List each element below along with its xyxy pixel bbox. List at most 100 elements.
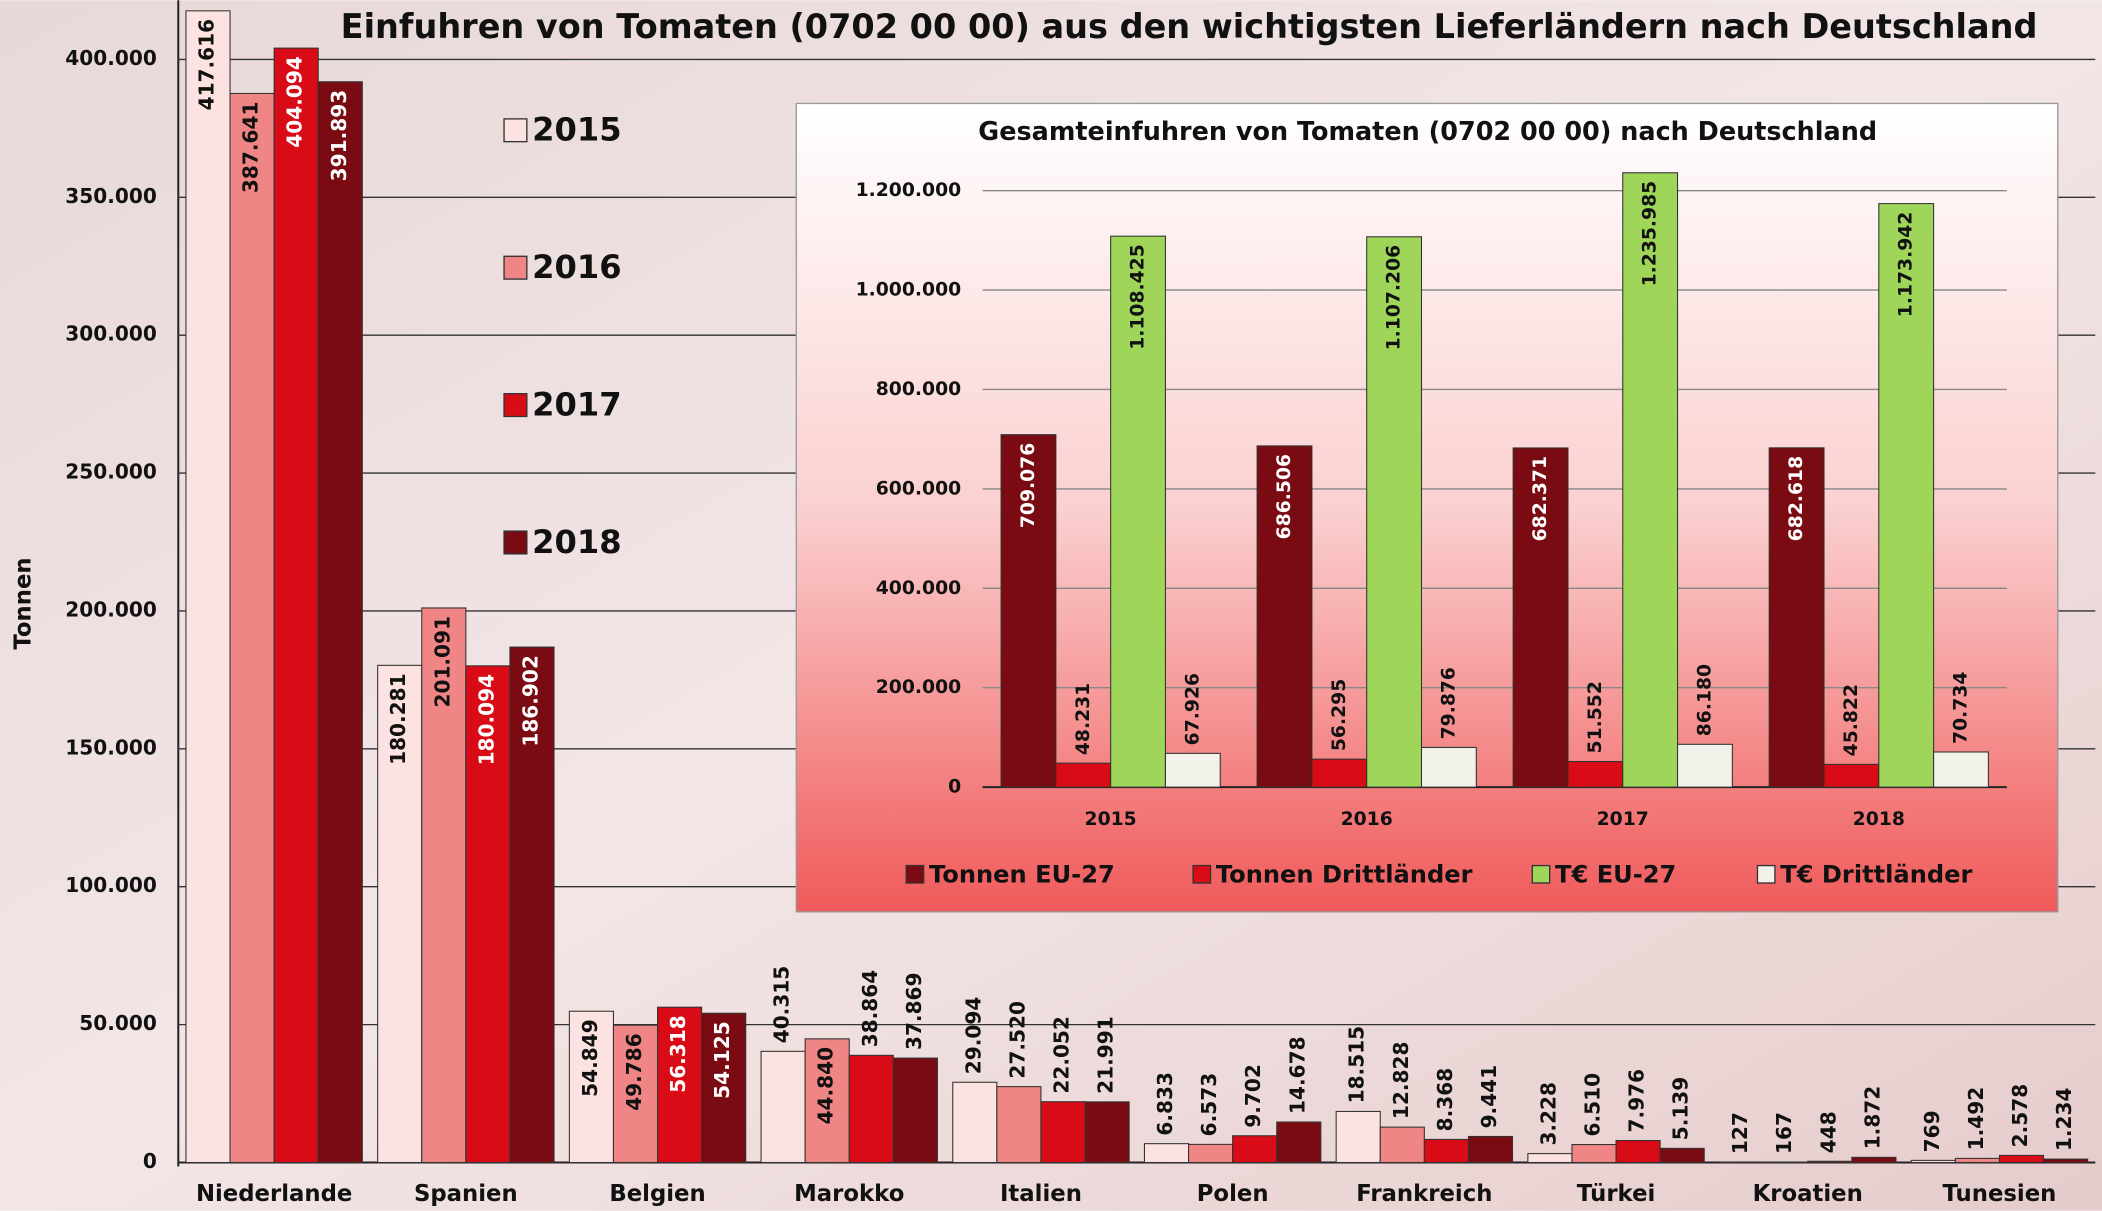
- data-label: 79.876: [1438, 667, 1459, 739]
- data-label: 6.573: [1197, 1073, 1221, 1137]
- inset-panel: [795, 102, 2059, 913]
- x-tick-label: Frankreich: [1356, 1181, 1492, 1207]
- y-tick-label: 400.000: [876, 578, 961, 599]
- data-label: 682.618: [1786, 456, 1807, 541]
- data-label: 6.833: [1153, 1072, 1177, 1136]
- y-tick-label: 50.000: [79, 1011, 157, 1035]
- bar: [1040, 1101, 1086, 1164]
- x-tick-label: Niederlande: [196, 1181, 352, 1207]
- bar: [760, 1050, 806, 1164]
- bar: [1615, 1139, 1661, 1164]
- bar: [568, 1010, 614, 1164]
- data-label: 9.441: [1477, 1065, 1501, 1129]
- inset-title: Gesamteinfuhren von Tomaten (0702 00 00)…: [978, 117, 1877, 147]
- bar: [1379, 1126, 1425, 1164]
- bar: [1823, 763, 1880, 788]
- x-tick-label: Türkei: [1577, 1181, 1656, 1207]
- bar: [701, 1012, 747, 1164]
- bar: [1232, 1135, 1278, 1164]
- x-tick-label: 2018: [1853, 809, 1905, 830]
- bar: [1110, 235, 1166, 788]
- bar: [1188, 1143, 1234, 1164]
- bar: [1420, 746, 1477, 788]
- bar: [1768, 447, 1825, 788]
- data-label: 48.231: [1073, 683, 1094, 755]
- bar: [1512, 447, 1569, 788]
- main-chart: 0 50.000 100.000 150.000 200.000 250.000 300.0…: [65, 10, 2096, 1207]
- data-label: 127: [1728, 1112, 1752, 1154]
- bar: [996, 1086, 1042, 1164]
- bar: [1622, 172, 1679, 788]
- data-label: 1.492: [1964, 1087, 1988, 1151]
- legend-label: T€ EU-27: [1555, 861, 1676, 889]
- bar: [892, 1057, 938, 1164]
- legend-swatch: [1192, 864, 1212, 884]
- legend-swatch: [1531, 864, 1551, 884]
- y-tick-label: 0: [143, 1149, 157, 1173]
- data-label: 54.125: [710, 1021, 734, 1099]
- bar: [1998, 1154, 2045, 1164]
- bar: [848, 1054, 894, 1164]
- bar: [317, 81, 363, 1164]
- bar: [1910, 1159, 1956, 1164]
- data-label: 1.107.206: [1384, 245, 1405, 351]
- data-label: 387.641: [239, 102, 263, 194]
- bar: [1084, 1101, 1130, 1164]
- data-label: 9.702: [1241, 1064, 1265, 1128]
- data-label: 1.234: [2052, 1087, 2076, 1151]
- data-label: 29.094: [961, 997, 985, 1075]
- bar: [1164, 752, 1221, 788]
- data-label: 27.520: [1005, 1001, 1029, 1079]
- x-tick-label: 2016: [1341, 809, 1393, 830]
- data-label: 49.786: [622, 1033, 646, 1111]
- bar: [1467, 1135, 1514, 1164]
- bar: [1933, 751, 1989, 788]
- data-label: 709.076: [1018, 443, 1039, 528]
- data-label: 186.902: [518, 655, 542, 747]
- bar: [612, 1024, 659, 1164]
- data-label: 3.228: [1536, 1082, 1560, 1146]
- inset-chart: 0 200.000 400.000 600.000 800.000 1.000.000 1.…: [856, 172, 2007, 889]
- x-tick-label: Italien: [1000, 1181, 1082, 1207]
- bar: [657, 1006, 703, 1164]
- y-tick-label: 1.200.000: [856, 180, 962, 201]
- bar: [1055, 762, 1112, 788]
- data-label: 404.094: [283, 56, 307, 148]
- data-label: 51.552: [1585, 681, 1606, 753]
- bar: [1366, 236, 1423, 788]
- y-tick-label: 0: [948, 777, 961, 798]
- bar: [421, 607, 467, 1164]
- data-label: 22.052: [1049, 1016, 1073, 1094]
- data-label: 54.849: [578, 1019, 602, 1097]
- y-tick-label: 400.000: [65, 46, 157, 70]
- legend-swatch: [1756, 864, 1776, 884]
- data-label: 86.180: [1694, 664, 1715, 736]
- data-label: 769: [1920, 1110, 1944, 1152]
- legend-label: 2016: [532, 248, 622, 286]
- bar: [1677, 743, 1733, 788]
- y-tick-label: 100.000: [65, 873, 157, 897]
- x-tick-label: 2017: [1597, 809, 1649, 830]
- data-label: 70.734: [1950, 672, 1971, 744]
- bar: [1954, 1157, 2000, 1164]
- bar: [1567, 760, 1624, 788]
- y-tick-label: 1.000.000: [856, 280, 962, 301]
- y-tick-label: 800.000: [876, 379, 961, 400]
- legend-label: T€ Drittländer: [1780, 861, 1972, 889]
- y-tick-label: 200.000: [65, 597, 157, 621]
- legend-swatch: [503, 530, 528, 555]
- y-tick-label: 150.000: [65, 735, 157, 759]
- bar: [1311, 758, 1368, 788]
- bar: [185, 10, 231, 1164]
- data-label: 448: [1816, 1111, 1840, 1153]
- bar: [273, 47, 319, 1164]
- x-tick-label: Tunesien: [1943, 1181, 2057, 1207]
- data-label: 1.235.985: [1640, 181, 1661, 287]
- legend-swatch: [503, 118, 528, 143]
- bar: [1851, 1156, 1897, 1164]
- data-label: 686.506: [1274, 454, 1295, 539]
- chart-title: Einfuhren von Tomaten (0702 00 00) aus d…: [341, 7, 2038, 46]
- y-tick-label: 250.000: [65, 460, 157, 484]
- data-label: 1.108.425: [1128, 244, 1149, 350]
- data-label: 180.094: [474, 674, 498, 766]
